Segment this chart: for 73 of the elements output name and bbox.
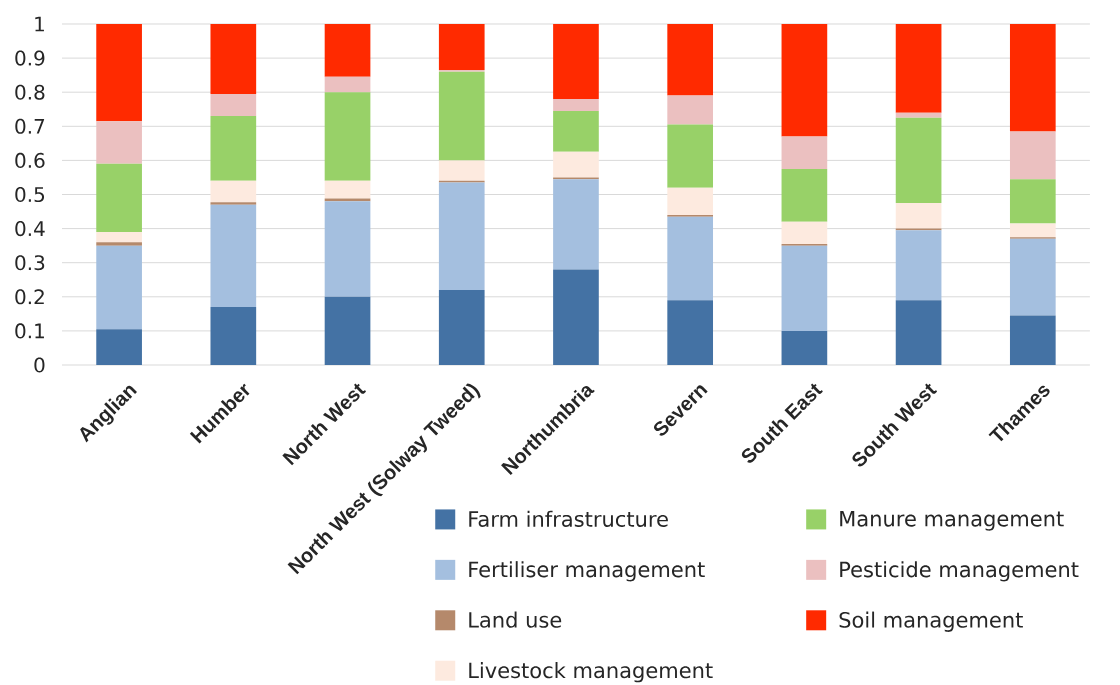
bar (667, 24, 714, 96)
bar (96, 121, 142, 164)
bar (553, 24, 599, 100)
bar (210, 116, 257, 181)
bar (895, 112, 942, 118)
bar (324, 76, 371, 93)
bar (210, 204, 257, 308)
y-tick-label: 0.5 (15, 186, 45, 203)
bar (438, 182, 485, 290)
y-tick-label: 0.8 (15, 84, 45, 100)
legend-label: Manure management (840, 511, 1064, 531)
bar (96, 24, 142, 122)
legend-label: Livestock management (469, 662, 713, 683)
bar (1009, 238, 1056, 316)
bar (667, 124, 714, 188)
legend-label: Farm infrastructure (469, 510, 668, 527)
bar (667, 300, 714, 365)
bar (324, 180, 371, 199)
y-tick-label: 0.9 (15, 50, 45, 66)
y-tick-label: 0.2 (15, 289, 44, 305)
bar (895, 300, 942, 365)
bar (96, 245, 142, 330)
bar (667, 95, 714, 125)
bar (895, 203, 942, 229)
legend-label: Soil management (839, 611, 1023, 632)
bar (96, 242, 142, 246)
bar (553, 151, 599, 178)
bar (895, 24, 942, 113)
bar (96, 232, 142, 243)
bar (1009, 223, 1056, 238)
bar (96, 329, 142, 365)
legend-label: Pesticide management (840, 561, 1079, 582)
bar (781, 24, 828, 137)
y-tick-label: 1 (35, 16, 44, 32)
legend-label: Fertiliser management (469, 561, 705, 582)
bar (553, 179, 599, 270)
bar (667, 216, 714, 301)
bar (438, 71, 485, 161)
bar (781, 245, 828, 331)
bar (895, 230, 942, 301)
bar (324, 201, 371, 297)
bar (781, 136, 828, 169)
bar (895, 117, 942, 204)
bar (324, 92, 371, 181)
legend-label: Land use (469, 611, 562, 628)
y-tick-label: 0.3 (15, 255, 45, 271)
bar (210, 202, 257, 205)
bar (438, 289, 485, 365)
bar (210, 24, 257, 94)
bar (781, 168, 828, 222)
bar (781, 221, 828, 244)
bar (210, 93, 257, 117)
bar (210, 180, 257, 203)
bar (781, 330, 828, 365)
bar (1009, 179, 1056, 224)
bar (96, 163, 142, 233)
bar (1009, 131, 1056, 180)
y-tick-label: 0 (34, 357, 45, 373)
bar (667, 187, 714, 215)
bar (324, 24, 371, 77)
bar (1009, 24, 1056, 132)
bar (553, 110, 599, 152)
bar (1009, 315, 1056, 365)
y-tick-label: 0.7 (15, 118, 45, 134)
y-tick-label: 0.6 (15, 152, 45, 168)
bar (210, 307, 257, 365)
y-tick-label: 0.1 (15, 323, 44, 339)
bar (438, 160, 485, 181)
bar (553, 99, 599, 111)
bar (324, 296, 371, 365)
bar (438, 24, 485, 71)
bar (553, 269, 599, 365)
y-tick-label: 0.4 (15, 221, 45, 237)
